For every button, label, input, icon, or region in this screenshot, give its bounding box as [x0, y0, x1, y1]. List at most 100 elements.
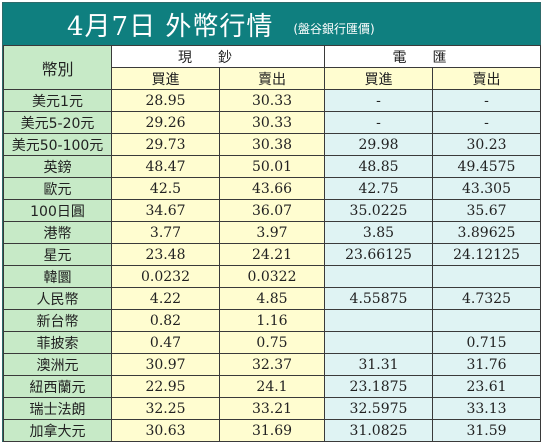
wire-buy-cell: 29.98 — [324, 133, 433, 156]
cash-sell-cell: 30.33 — [219, 111, 325, 134]
cash-buy-cell: 0.82 — [111, 309, 220, 332]
wire-buy-cell: - — [324, 111, 433, 134]
cash-sell-cell: 43.66 — [219, 177, 325, 200]
wire-buy-cell: 4.55875 — [324, 287, 433, 310]
wire-sell-cell: 43.305 — [432, 177, 541, 200]
wire-sell-cell: 31.76 — [432, 353, 541, 376]
cash-buy-cell: 48.47 — [111, 155, 220, 178]
currency-cell: 美元5-20元 — [3, 111, 112, 134]
table-row: 紐西蘭元 22.95 24.1 23.1875 23.61 — [3, 375, 541, 398]
table-row: 加拿大元 30.63 31.69 31.0825 31.59 — [3, 419, 541, 442]
table-row: 瑞士法朗 32.25 33.21 32.5975 33.13 — [3, 397, 541, 420]
table-row: 菲披索 0.47 0.75 0.715 — [3, 331, 541, 354]
cash-sell-cell: 4.85 — [219, 287, 325, 310]
currency-cell: 瑞士法朗 — [3, 397, 112, 420]
wire-group-header: 電匯 — [324, 45, 541, 68]
wire-buy-cell: 23.66125 — [324, 243, 433, 266]
table-row: 100日圓 34.67 36.07 35.0225 35.67 — [3, 199, 541, 222]
currency-cell: 歐元 — [3, 177, 112, 200]
wire-buy-cell: 48.85 — [324, 155, 433, 178]
cash-buy-cell: 4.22 — [111, 287, 220, 310]
currency-cell: 英鎊 — [3, 155, 112, 178]
rates-table: 幣別 現鈔 電匯 買進 賣出 買進 賣出 美元1元 28.95 30.33- - 美元5… — [3, 45, 541, 442]
cash-sell-cell: 31.69 — [219, 419, 325, 442]
table-row: 港幣 3.77 3.97 3.85 3.89625 — [3, 221, 541, 244]
wire-sell-cell — [432, 265, 541, 288]
wire-sell-cell: 30.23 — [432, 133, 541, 156]
currency-cell: 美元50-100元 — [3, 133, 112, 156]
cash-sell-cell: 33.21 — [219, 397, 325, 420]
currency-cell: 美元1元 — [3, 89, 112, 112]
cash-sell-cell: 24.1 — [219, 375, 325, 398]
cash-buy-cell: 3.77 — [111, 221, 220, 244]
cash-sell-cell: 3.97 — [219, 221, 325, 244]
cash-sell-cell: 24.21 — [219, 243, 325, 266]
currency-cell: 港幣 — [3, 221, 112, 244]
exchange-rate-board: 4月7日 外幣行情 (盤谷銀行匯價) 幣別 現鈔 電匯 買進 賣出 買進 賣出 … — [2, 2, 541, 442]
cash-sell-cell: 0.0322 — [219, 265, 325, 288]
page-subtitle: (盤谷銀行匯價) — [293, 21, 375, 36]
wire-sell-cell: 33.13 — [432, 397, 541, 420]
currency-cell: 澳洲元 — [3, 353, 112, 376]
cash-sell-header: 賣出 — [219, 67, 325, 90]
cash-buy-cell: 30.97 — [111, 353, 220, 376]
table-row: 星元 23.48 24.21 23.66125 24.12125 — [3, 243, 541, 266]
wire-buy-cell: - — [324, 89, 433, 112]
cash-sell-cell: 30.33 — [219, 89, 325, 112]
cash-buy-cell: 34.67 — [111, 199, 220, 222]
cash-sell-cell: 1.16 — [219, 309, 325, 332]
wire-buy-cell — [324, 331, 433, 354]
table-row: 人民幣 4.22 4.85 4.55875 4.7325 — [3, 287, 541, 310]
cash-buy-cell: 0.0232 — [111, 265, 220, 288]
title-bar: 4月7日 外幣行情 (盤谷銀行匯價) — [3, 3, 540, 45]
wire-buy-cell: 42.75 — [324, 177, 433, 200]
wire-sell-cell: 0.715 — [432, 331, 541, 354]
group-header-row: 幣別 現鈔 電匯 — [3, 45, 541, 90]
cash-sell-cell: 0.75 — [219, 331, 325, 354]
currency-cell: 新台幣 — [3, 309, 112, 332]
wire-buy-cell — [324, 265, 433, 288]
wire-buy-cell: 3.85 — [324, 221, 433, 244]
wire-buy-cell: 32.5975 — [324, 397, 433, 420]
cash-buy-cell: 28.95 — [111, 89, 220, 112]
wire-sell-cell: 49.4575 — [432, 155, 541, 178]
wire-buy-cell: 35.0225 — [324, 199, 433, 222]
cash-group-header: 現鈔 — [111, 45, 325, 68]
table-row: 英鎊 48.47 50.01 48.85 49.4575 — [3, 155, 541, 178]
currency-cell: 菲披索 — [3, 331, 112, 354]
table-row: 美元1元 28.95 30.33- - — [3, 89, 541, 112]
cash-buy-cell: 29.26 — [111, 111, 220, 134]
wire-sell-cell: 23.61 — [432, 375, 541, 398]
wire-sell-cell: 31.59 — [432, 419, 541, 442]
cash-buy-cell: 32.25 — [111, 397, 220, 420]
wire-sell-cell: - — [432, 111, 541, 134]
wire-sell-header: 賣出 — [432, 67, 541, 90]
table-row: 歐元 42.5 43.66 42.75 43.305 — [3, 177, 541, 200]
cash-buy-cell: 29.73 — [111, 133, 220, 156]
wire-sell-cell: 24.12125 — [432, 243, 541, 266]
currency-cell: 紐西蘭元 — [3, 375, 112, 398]
sub-header-row: 買進 賣出 買進 賣出 — [4, 67, 541, 90]
cash-buy-cell: 23.48 — [111, 243, 220, 266]
wire-sell-cell: 35.67 — [432, 199, 541, 222]
wire-buy-cell — [324, 309, 433, 332]
currency-cell: 韓圜 — [3, 265, 112, 288]
wire-buy-cell: 31.0825 — [324, 419, 433, 442]
cash-sell-cell: 50.01 — [219, 155, 325, 178]
wire-sell-cell: 3.89625 — [432, 221, 541, 244]
table-row: 新台幣 0.82 1.16 — [3, 309, 541, 332]
wire-buy-header: 買進 — [324, 67, 433, 90]
currency-cell: 加拿大元 — [3, 419, 112, 442]
currency-cell: 人民幣 — [3, 287, 112, 310]
wire-sell-cell: 4.7325 — [432, 287, 541, 310]
cash-sell-cell: 32.37 — [219, 353, 325, 376]
wire-sell-cell: - — [432, 89, 541, 112]
wire-sell-cell — [432, 309, 541, 332]
cash-buy-cell: 22.95 — [111, 375, 220, 398]
cash-buy-cell: 42.5 — [111, 177, 220, 200]
cash-buy-cell: 30.63 — [111, 419, 220, 442]
table-row: 美元50-100元 29.73 30.38 29.98 30.23 — [3, 133, 541, 156]
cash-buy-header: 買進 — [111, 67, 220, 90]
wire-buy-cell: 23.1875 — [324, 375, 433, 398]
cash-sell-cell: 30.38 — [219, 133, 325, 156]
